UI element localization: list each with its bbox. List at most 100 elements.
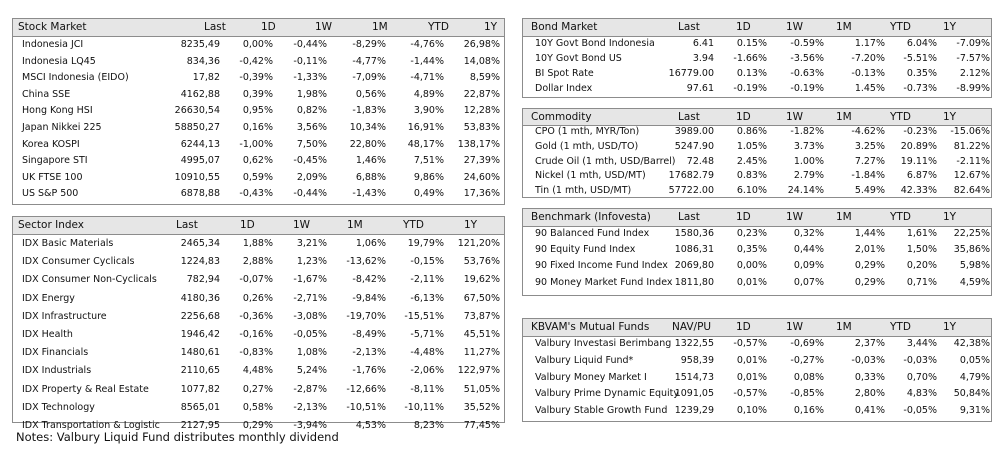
cell-value: -0.59% <box>790 38 824 49</box>
cell-value: 3,56% <box>296 122 327 133</box>
cell-value: -8,11% <box>410 383 444 395</box>
cell-value: 1.45% <box>854 83 885 94</box>
column-header: 1M <box>836 21 852 33</box>
cell-value: -1,76% <box>352 365 386 377</box>
column-header: Last <box>176 219 198 231</box>
cell-value: 9,31% <box>959 405 990 417</box>
column-header: 1D <box>736 111 751 123</box>
cell-value: 3,44% <box>906 338 937 349</box>
column-header: 1Y <box>943 321 957 333</box>
cell-value: -1,43% <box>352 188 386 200</box>
cell-value: -0,05% <box>293 329 327 340</box>
row-label: IDX Consumer Non-Cyclicals <box>22 274 157 286</box>
row-label: Indonesia JCI <box>22 39 84 50</box>
cell-value: -7.09% <box>956 38 990 49</box>
row-label: 90 Equity Fund Index <box>535 244 636 256</box>
row-label: IDX Technology <box>22 401 95 413</box>
row-label: IDX Health <box>22 329 73 340</box>
column-header: NAV/PU <box>672 321 712 333</box>
cell-value: -1,33% <box>293 72 327 84</box>
table-header <box>523 109 991 126</box>
cell-value: 67,50% <box>463 292 500 304</box>
cell-value: 121,20% <box>457 238 500 249</box>
column-header: 1Y <box>464 219 478 231</box>
cell-value: 4,53% <box>355 420 386 431</box>
cell-value: 7.27% <box>854 155 885 167</box>
column-header: Last <box>678 111 700 123</box>
cell-value: -0.73% <box>903 83 937 94</box>
cell-value: -1,67% <box>293 274 327 286</box>
cell-value: 4,59% <box>959 276 990 288</box>
cell-value: -0.63% <box>790 68 824 79</box>
cell-value: 48,17% <box>407 138 444 150</box>
column-header: 1W <box>786 321 804 333</box>
cell-value: 20.89% <box>900 140 937 152</box>
cell-value: 3.94 <box>692 53 714 64</box>
column-header: YTD <box>890 21 911 33</box>
cell-value: 73,87% <box>463 310 500 322</box>
column-header: 1Y <box>943 21 957 33</box>
row-label: Tin (1 mth, USD/MT) <box>535 185 632 197</box>
cell-value: 4,89% <box>413 88 444 100</box>
cell-value: 0,62% <box>242 155 273 167</box>
row-label: IDX Industrials <box>22 365 92 377</box>
cell-value: 4,79% <box>959 371 990 383</box>
cell-value: -0,57% <box>733 338 767 349</box>
cell-value: 27,39% <box>463 155 500 167</box>
cell-value: 0,33% <box>854 371 885 383</box>
table-title: Commodity <box>531 111 592 123</box>
cell-value: -0,15% <box>410 256 444 268</box>
cell-value: 958,39 <box>680 354 714 366</box>
cell-value: 0,26% <box>242 292 273 304</box>
cell-value: 0,95% <box>242 105 273 117</box>
cell-value: -2,06% <box>410 365 444 377</box>
row-label: IDX Infrastructure <box>22 310 107 322</box>
cell-value: 2.79% <box>793 170 824 182</box>
cell-value: 1,46% <box>355 155 386 167</box>
cell-value: 8235,49 <box>180 39 220 50</box>
cell-value: 4995,07 <box>180 155 220 167</box>
cell-value: 72.48 <box>686 155 714 167</box>
cell-value: 1,06% <box>355 238 386 249</box>
table-header <box>523 209 991 227</box>
cell-value: -8,49% <box>352 329 386 340</box>
row-label: Indonesia LQ45 <box>22 55 96 67</box>
cell-value: -10,51% <box>346 401 386 413</box>
cell-value: 3989.00 <box>674 126 714 137</box>
cell-value: 82.64% <box>953 185 990 197</box>
cell-value: 0.35% <box>906 68 937 79</box>
cell-value: 0,16% <box>242 122 273 133</box>
column-header: YTD <box>890 111 911 123</box>
cell-value: 3.25% <box>854 140 885 152</box>
cell-value: 0,71% <box>906 276 937 288</box>
table-title: Sector Index <box>18 219 84 231</box>
cell-value: 0,05% <box>959 354 990 366</box>
cell-value: 122,97% <box>457 365 500 377</box>
cell-value: 2,37% <box>854 338 885 349</box>
cell-value: 16,91% <box>407 122 444 133</box>
cell-value: -15.06% <box>950 126 990 137</box>
cell-value: 81.22% <box>953 140 990 152</box>
cell-value: 6244,13 <box>180 138 220 150</box>
cell-value: -4,77% <box>352 55 386 67</box>
cell-value: 1,88% <box>242 238 273 249</box>
cell-value: -7.20% <box>851 53 885 64</box>
cell-value: 138,17% <box>457 138 500 150</box>
cell-value: 0,49% <box>413 188 444 200</box>
cell-value: -13,62% <box>346 256 386 268</box>
cell-value: -1,00% <box>239 138 273 150</box>
cell-value: -5,71% <box>410 329 444 340</box>
cell-value: 11,27% <box>463 347 500 359</box>
cell-value: 4,48% <box>242 365 273 377</box>
cell-value: 26630,54 <box>174 105 220 117</box>
cell-value: -0,36% <box>239 310 273 322</box>
cell-value: 5,24% <box>296 365 327 377</box>
cell-value: 2,80% <box>854 388 885 400</box>
cell-value: 42.33% <box>900 185 937 197</box>
cell-value: 19,62% <box>463 274 500 286</box>
cell-value: 0,82% <box>296 105 327 117</box>
cell-value: 1946,42 <box>180 329 220 340</box>
cell-value: -0,16% <box>239 329 273 340</box>
row-label: UK FTSE 100 <box>22 171 83 183</box>
row-label: Valbury Money Market I <box>535 371 647 383</box>
